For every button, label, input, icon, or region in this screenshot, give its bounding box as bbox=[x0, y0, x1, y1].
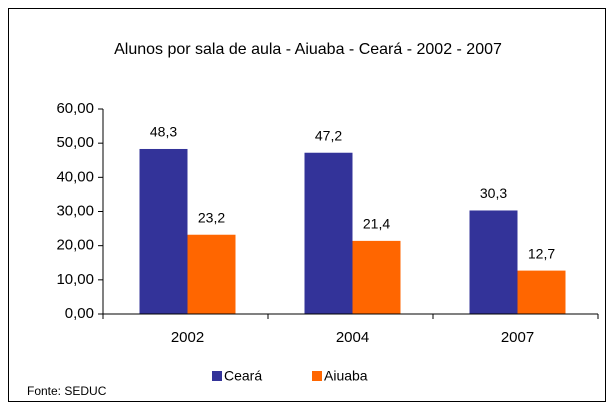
value-label: 12,7 bbox=[528, 245, 555, 261]
value-label: 21,4 bbox=[363, 216, 390, 232]
y-tick-label: 30,00 bbox=[56, 202, 94, 219]
value-label: 30,3 bbox=[480, 185, 507, 201]
legend-label: Ceará bbox=[224, 368, 262, 384]
y-tick-label: 40,00 bbox=[56, 168, 94, 185]
bar bbox=[304, 152, 353, 314]
chart-title: Alunos por sala de aula - Aiuaba - Ceará… bbox=[114, 41, 502, 58]
bar bbox=[469, 210, 518, 314]
y-tick-label: 20,00 bbox=[56, 237, 94, 254]
value-label: 48,3 bbox=[150, 124, 177, 140]
y-tick-label: 60,00 bbox=[56, 100, 94, 117]
legend-swatch bbox=[212, 371, 222, 381]
x-tick-label: 2002 bbox=[171, 329, 204, 346]
value-label: 47,2 bbox=[315, 127, 342, 143]
y-tick-label: 50,00 bbox=[56, 134, 94, 151]
x-tick-label: 2007 bbox=[501, 329, 534, 346]
legend-swatch bbox=[312, 371, 322, 381]
value-label: 23,2 bbox=[198, 209, 225, 225]
y-tick-label: 0,00 bbox=[65, 305, 94, 322]
bar bbox=[187, 234, 236, 314]
legend-label: Aiuaba bbox=[324, 368, 368, 384]
source-note: Fonte: SEDUC bbox=[27, 384, 107, 398]
x-tick-label: 2004 bbox=[336, 329, 369, 346]
bar bbox=[139, 148, 188, 314]
bar bbox=[352, 240, 401, 314]
bar bbox=[517, 270, 566, 314]
y-tick-label: 10,00 bbox=[56, 271, 94, 288]
